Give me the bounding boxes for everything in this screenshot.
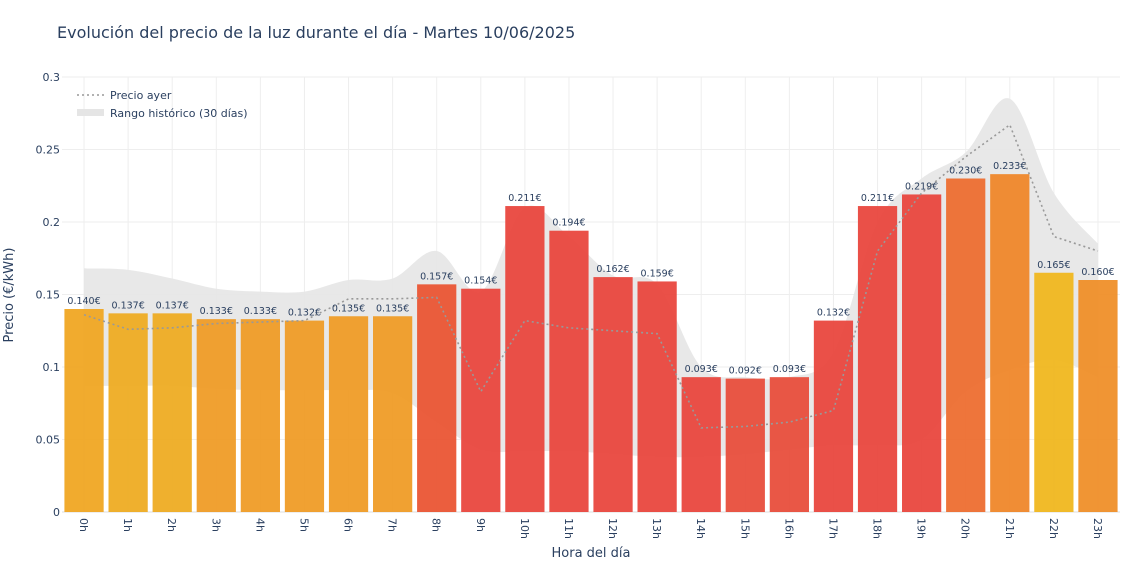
x-tick-label: 15h [738, 518, 751, 539]
x-tick-label: 7h [386, 518, 399, 532]
bar-8h [417, 284, 457, 512]
yesterday-price-polyline [83, 123, 1099, 429]
bar-5h [284, 320, 325, 512]
bar-value-label: 0.093€ [773, 364, 806, 375]
bar-6h [328, 316, 369, 512]
bar-value-label: 0.165€ [1037, 260, 1070, 271]
bar-value-label: 0.211€ [508, 193, 541, 204]
bar-value-label: 0.092€ [729, 366, 762, 377]
x-tick-label: 17h [826, 518, 839, 539]
bar-16h [769, 377, 809, 512]
legend-band-swatch-icon [77, 109, 104, 116]
bar-19h [902, 194, 942, 512]
historic-range-area [84, 98, 1098, 458]
bar-4h [240, 319, 280, 512]
chart-title: Evolución del precio de la luz durante e… [57, 23, 575, 42]
x-tick-label: 22h [1047, 518, 1060, 539]
x-tick-label: 13h [650, 518, 663, 539]
x-tick-label: 0h [77, 518, 90, 532]
bar-value-label: 0.135€ [376, 303, 409, 314]
bar-value-label: 0.132€ [288, 308, 321, 319]
bar-9h [461, 288, 501, 512]
y-axis-title: Precio (€/kWh) [2, 248, 17, 343]
bar-value-label: 0.160€ [1081, 267, 1114, 278]
bar-12h [593, 277, 633, 512]
bar-value-label: 0.133€ [244, 306, 277, 317]
y-tick-label: 0 [53, 506, 60, 519]
bar-value-label: 0.219€ [905, 181, 938, 192]
bar-7h [373, 316, 413, 512]
y-axis-ticks: 0 0.05 0.1 0.15 0.2 0.25 0.3 [36, 71, 61, 519]
y-tick-label: 0.15 [36, 289, 61, 302]
x-tick-label: 20h [959, 518, 972, 539]
bar-14h [681, 377, 721, 512]
legend-label-range: Rango histórico (30 días) [110, 107, 248, 120]
bar-15h [725, 378, 765, 512]
bar-0h [64, 309, 104, 512]
x-tick-label: 5h [297, 518, 310, 532]
bar-value-label: 0.140€ [67, 296, 100, 307]
bar-value-label: 0.233€ [993, 161, 1026, 172]
y-tick-label: 0.25 [36, 144, 61, 157]
y-tick-label: 0.2 [43, 216, 61, 229]
bar-labels: 0.140€ 0.137€ 0.137€ 0.133€ 0.133€ 0.132€ 0.13… [67, 161, 1114, 376]
x-tick-label: 14h [694, 518, 707, 539]
bar-value-label: 0.154€ [464, 276, 497, 287]
x-tick-label: 6h [342, 518, 355, 532]
bar-value-label: 0.137€ [156, 300, 189, 311]
bar-22h [1034, 272, 1074, 512]
x-axis-title: Hora del día [552, 546, 631, 561]
x-tick-label: 2h [165, 518, 178, 532]
x-tick-label: 19h [915, 518, 928, 539]
x-tick-label: 11h [562, 518, 575, 539]
bar-value-label: 0.159€ [641, 268, 674, 279]
bar-value-label: 0.132€ [817, 308, 850, 319]
bar-value-label: 0.137€ [112, 300, 145, 311]
y-tick-label: 0.1 [43, 361, 61, 374]
x-tick-label: 9h [474, 518, 487, 532]
bar-1h [108, 313, 148, 512]
bar-3h [196, 319, 236, 512]
bar-17h [813, 320, 854, 512]
x-tick-label: 12h [606, 518, 619, 539]
bar-2h [152, 313, 192, 512]
bars [64, 174, 1118, 513]
x-tick-label: 8h [430, 518, 443, 532]
bar-value-label: 0.133€ [200, 306, 233, 317]
x-tick-label: 4h [253, 518, 266, 532]
y-tick-label: 0.3 [43, 71, 61, 84]
x-tick-label: 1h [121, 518, 134, 532]
x-tick-label: 23h [1091, 518, 1104, 539]
bar-23h [1078, 280, 1118, 512]
bar-value-label: 0.093€ [685, 364, 718, 375]
bar-value-label: 0.230€ [949, 166, 982, 177]
legend-label-yesterday: Precio ayer [110, 89, 172, 102]
bar-21h [990, 174, 1030, 512]
bar-value-label: 0.135€ [332, 303, 365, 314]
bar-value-label: 0.211€ [861, 193, 894, 204]
x-tick-label: 10h [518, 518, 531, 539]
bar-18h [857, 206, 898, 513]
x-tick-label: 21h [1003, 518, 1016, 539]
bar-10h [505, 206, 545, 513]
legend[interactable]: Precio ayer Rango histórico (30 días) [77, 89, 248, 120]
historic-range-band [84, 98, 1098, 458]
bar-13h [637, 281, 677, 512]
bar-value-label: 0.194€ [552, 218, 585, 229]
bar-11h [549, 230, 589, 512]
bar-value-label: 0.157€ [420, 271, 453, 282]
x-tick-label: 3h [209, 518, 222, 532]
bar-value-label: 0.162€ [596, 264, 629, 275]
x-tick-label: 16h [782, 518, 795, 539]
x-tick-label: 18h [871, 518, 884, 539]
bar-20h [946, 178, 986, 512]
yesterday-price-line [83, 123, 1099, 429]
x-axis-ticks: 0h 1h 2h 3h 4h 5h 6h 7h 8h 9h 10h 11h 12h 13h 14h 15h 16… [77, 518, 1104, 539]
y-tick-label: 0.05 [36, 434, 61, 447]
